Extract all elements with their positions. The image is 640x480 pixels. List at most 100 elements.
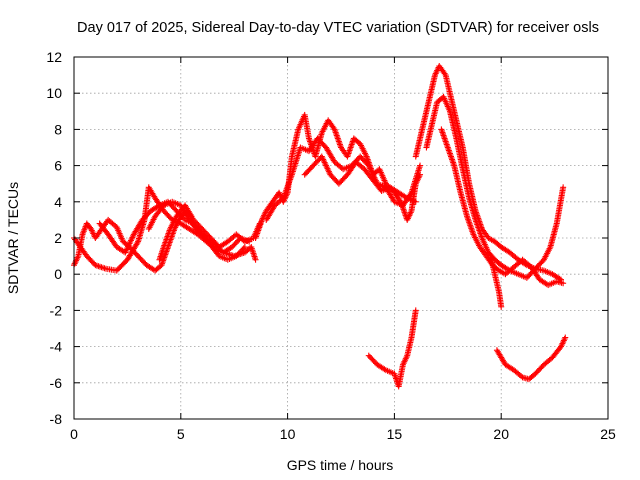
- x-tick-label: 0: [70, 426, 78, 442]
- data-point: [478, 225, 491, 240]
- chart-title: Day 017 of 2025, Sidereal Day-to-day VTE…: [77, 20, 599, 36]
- data-point: [493, 347, 508, 367]
- data-point: [419, 100, 432, 133]
- data-point: [271, 196, 285, 209]
- data-point: [412, 307, 419, 314]
- series-track-d-morning: [145, 198, 253, 256]
- y-tick-label: 6: [54, 158, 62, 174]
- data-point: [547, 222, 560, 251]
- y-tick-label: 10: [46, 85, 62, 101]
- data-point: [478, 235, 491, 254]
- data-point: [440, 93, 453, 113]
- y-tick-label: 4: [54, 194, 62, 210]
- series-track-drop: [487, 253, 505, 310]
- series-track-e-morning: [156, 202, 195, 263]
- data-point: [459, 166, 472, 200]
- data-point: [301, 111, 312, 140]
- data-point: [288, 127, 301, 160]
- data-point: [252, 218, 265, 241]
- data-point: [382, 367, 396, 377]
- data-point: [404, 209, 414, 223]
- data-point: [352, 158, 367, 172]
- data-point: [280, 173, 295, 202]
- data-point: [357, 140, 369, 158]
- x-tick-label: 20: [493, 426, 509, 442]
- data-point: [412, 127, 425, 160]
- data-points: [71, 63, 569, 390]
- data-point: [378, 185, 392, 194]
- data-point: [344, 136, 357, 160]
- data-point: [446, 108, 459, 140]
- data-point: [399, 354, 410, 368]
- axis-ticks: 0 5 10 15 20 25 -8 -6 -4 -2 0 2 4 6 8 10 12: [46, 49, 616, 442]
- data-point: [511, 257, 525, 270]
- data-point: [305, 136, 320, 155]
- data-point: [476, 244, 489, 258]
- data-point: [224, 253, 238, 263]
- data-point: [325, 117, 337, 131]
- data-point: [188, 213, 195, 220]
- data-point: [491, 271, 502, 294]
- data-point: [92, 227, 104, 241]
- data-point: [470, 231, 483, 249]
- data-point: [511, 367, 525, 380]
- data-point: [233, 245, 247, 260]
- data-point: [331, 126, 344, 149]
- data-point: [408, 308, 419, 341]
- series-track-afternoon-peak-2: [423, 93, 567, 281]
- data-point: [297, 144, 311, 154]
- data-point: [387, 184, 401, 195]
- y-tick-label: 8: [54, 121, 62, 137]
- data-point: [241, 244, 248, 251]
- data-point: [466, 195, 479, 222]
- y-tick-label: 12: [46, 49, 62, 65]
- data-point: [220, 244, 234, 256]
- data-point: [331, 158, 345, 172]
- data-point: [498, 244, 512, 255]
- y-tick-label: 0: [54, 266, 62, 282]
- series-track-afternoon-peak-3: [438, 126, 567, 289]
- data-point: [143, 262, 157, 273]
- data-point: [498, 303, 505, 310]
- data-point: [395, 189, 409, 201]
- y-tick-label: -8: [50, 411, 63, 427]
- data-point: [425, 73, 438, 106]
- data-point: [130, 218, 145, 238]
- data-point: [147, 203, 162, 214]
- y-tick-label: -4: [50, 339, 63, 355]
- x-axis-label: GPS time / hours: [287, 457, 394, 473]
- data-point: [237, 235, 251, 244]
- x-tick-label: 15: [387, 426, 403, 442]
- data-point: [160, 199, 174, 209]
- data-point: [194, 227, 209, 240]
- data-point: [216, 253, 230, 262]
- data-point: [553, 185, 566, 227]
- series-track-negative-2: [493, 334, 569, 383]
- data-point: [263, 203, 277, 223]
- data-point: [423, 118, 436, 151]
- data-point: [135, 253, 149, 267]
- data-point: [229, 236, 243, 251]
- data-point: [126, 244, 140, 258]
- data-point: [252, 256, 259, 263]
- data-point: [122, 232, 137, 256]
- data-point: [540, 245, 553, 263]
- data-point: [182, 202, 194, 218]
- x-tick-label: 25: [600, 426, 616, 442]
- series-track-negative-1: [365, 307, 419, 390]
- data-point: [318, 153, 333, 177]
- data-point: [429, 100, 440, 124]
- data-point: [417, 162, 424, 169]
- data-point: [540, 267, 554, 277]
- data-point: [361, 166, 375, 182]
- x-tick-label: 5: [177, 426, 185, 442]
- data-point: [139, 209, 153, 223]
- data-point: [158, 245, 171, 269]
- data-point: [560, 280, 567, 287]
- data-point: [288, 146, 303, 178]
- y-axis-label: SDTVAR / TECUs: [5, 182, 21, 294]
- y-tick-label: 2: [54, 230, 62, 246]
- data-point: [536, 276, 550, 288]
- data-point: [152, 203, 166, 220]
